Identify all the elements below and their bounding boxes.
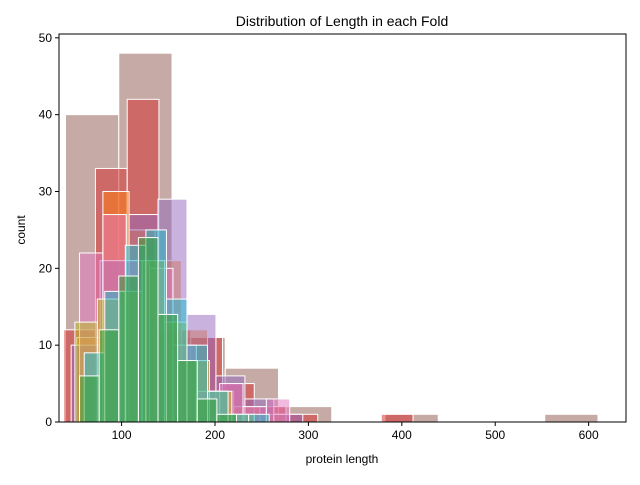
series-7 [79, 237, 237, 423]
histogram-bar [216, 413, 237, 423]
x-tick-label: 100 [112, 428, 132, 442]
x-tick-label: 200 [205, 428, 225, 442]
y-tick-label: 30 [39, 185, 53, 199]
plot-frame [58, 33, 627, 423]
histogram-bar [248, 413, 270, 423]
bars-layer [63, 52, 599, 423]
histogram-bar [196, 398, 218, 423]
histogram-bar [137, 237, 159, 423]
histogram-bar [380, 413, 414, 423]
y-tick-label: 20 [39, 261, 53, 275]
histogram-bar [544, 413, 599, 423]
histogram-bar [265, 398, 291, 423]
chart-title: Distribution of Length in each Fold [236, 13, 448, 29]
y-tick-label: 0 [45, 415, 52, 429]
axes-layer: 100 200 300 400 500 600 0 10 20 30 40 50 [39, 31, 627, 442]
y-axis-label: count [14, 215, 28, 245]
y-tick-label: 50 [39, 31, 53, 45]
y-tick-label: 10 [39, 338, 53, 352]
histogram-bar [98, 329, 120, 423]
x-tick-label: 300 [298, 428, 318, 442]
y-tick-label: 40 [39, 108, 53, 122]
x-tick-label: 400 [392, 428, 412, 442]
histogram-bar [157, 313, 179, 423]
x-tick-label: 600 [579, 428, 599, 442]
histogram-bar [118, 275, 139, 423]
histogram-bar [177, 360, 198, 423]
x-axis-label: protein length [306, 452, 379, 466]
x-tick-label: 500 [485, 428, 505, 442]
histogram-bar [79, 375, 100, 423]
